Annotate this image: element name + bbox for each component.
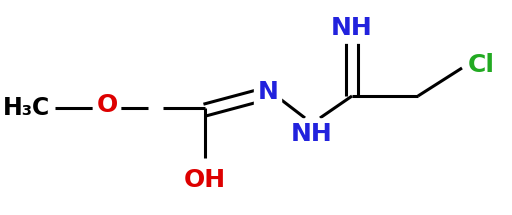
Text: OH: OH [184,168,226,192]
Text: N: N [258,80,279,104]
Text: NH: NH [291,122,333,146]
Text: H₃C: H₃C [3,96,50,120]
Text: NH: NH [331,16,373,40]
Text: Cl: Cl [468,53,495,77]
Text: O: O [96,93,118,117]
